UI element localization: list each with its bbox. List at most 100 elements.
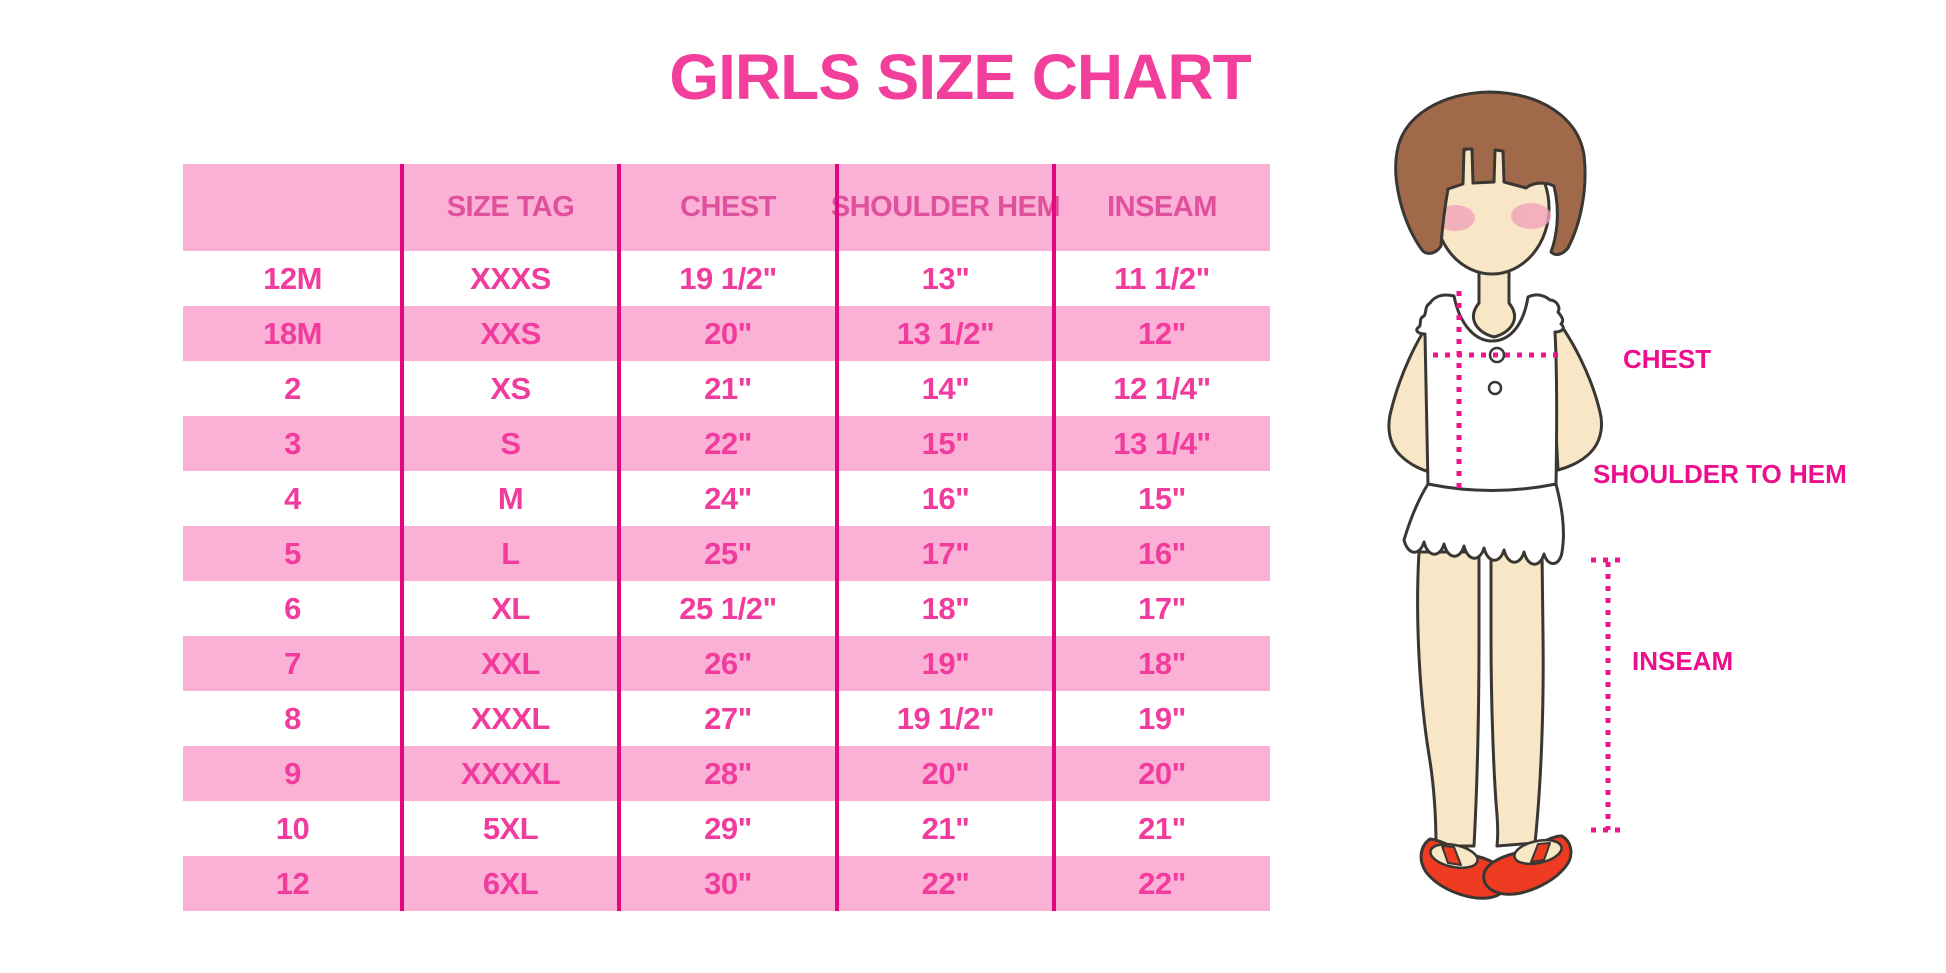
table-row-10: 10 5XL 29" 21" 21" [183,801,1270,856]
table-cell: 4 [284,480,301,516]
table-row-5: 5 L 25" 17" 16" [183,526,1270,581]
header-cell-size [183,164,402,251]
table-cell: XXXXL [460,755,561,791]
table-cell: 9 [284,755,301,791]
table-cell: L [501,535,520,571]
table-cell: 15" [1138,480,1186,516]
table-body: 12M XXXS 19 1/2" 13" 11 1/2" 18M XXS 20" 13 1/2"… [183,251,1270,911]
girl-left-leg [1416,550,1481,848]
table-cell: XXXL [471,700,550,736]
table-cell: 16" [921,480,970,516]
column-divider [400,164,404,911]
table-cell: 28" [704,755,752,791]
table-cell: 21" [921,810,970,846]
page-title: GIRLS SIZE CHART [669,41,1251,113]
table-cell: 12M [263,260,322,296]
table-row-12: 12 6XL 30" 22" 22" [183,856,1270,911]
table-cell: 22" [704,425,752,461]
table-cell: 30" [704,865,752,901]
table-cell: 19 1/2" [679,260,777,296]
girl-top-button-2 [1487,380,1503,396]
table-cell: 11 1/2" [1114,260,1210,296]
table-cell: 2 [284,370,301,406]
girl-blush-right [1511,203,1551,229]
table-cell: 19" [921,645,970,681]
table-row-2: 2 XS 21" 14" 12 1/4" [183,361,1270,416]
header-cell-chest: CHEST [680,191,776,223]
table-cell: 6XL [482,865,539,901]
table-cell: 3 [284,425,301,461]
table-cell: 18M [263,315,322,351]
table-cell: 22" [1138,865,1186,901]
table-cell: 18" [1138,645,1186,681]
table-cell: 17" [1138,590,1186,626]
girl-hair [1394,90,1587,257]
table-row-3: 3 S 22" 15" 13 1/4" [183,416,1270,471]
girl-right-leg [1489,550,1545,848]
table-cell: 19" [1138,700,1186,736]
header-cell-size-tag: SIZE TAG [446,191,575,223]
measurement-figure: CHEST SHOULDER TO HEM INSEAM [1330,60,1946,973]
header-cell-inseam: INSEAM [1107,191,1217,223]
table-cell: S [500,425,521,461]
table-cell: 25 1/2" [679,590,777,626]
header-cell-shoulder-hem: SHOULDER HEM [830,191,1061,223]
table-row-4: 4 M 24" 16" 15" [183,471,1270,526]
table-cell: XXL [481,645,540,681]
column-divider [835,164,839,911]
chest-measurement-label: CHEST [1623,344,1712,374]
table-row-12m: 12M XXXS 19 1/2" 13" 11 1/2" [183,251,1270,306]
girl-right-arm [1546,306,1604,472]
table-cell: 13" [921,260,970,296]
table-row-18m: 18M XXS 20" 13 1/2" 12" [183,306,1270,361]
table-cell: 8 [284,700,301,736]
table-row-7: 7 XXL 26" 19" 18" [183,636,1270,691]
table-cell: 5XL [482,810,539,846]
table-cell: 18" [921,590,970,626]
table-cell: 21" [1138,810,1186,846]
table-cell: XL [491,590,530,626]
table-cell: 13 1/4" [1113,425,1211,461]
column-divider [617,164,621,911]
table-cell: 20" [1138,755,1186,791]
size-table: SIZE TAG CHEST SHOULDER HEM INSEAM 12M XXXS 1… [183,164,1270,911]
table-cell: 16" [1138,535,1186,571]
table-cell: XS [490,370,531,406]
table-cell: 24" [704,480,752,516]
table-cell: 20" [921,755,970,791]
table-cell: 15" [921,425,970,461]
table-cell: 20" [704,315,752,351]
table-row-6: 6 XL 25 1/2" 18" 17" [183,581,1270,636]
table-cell: 7 [284,645,301,681]
table-cell: 27" [704,700,752,736]
table-cell: 26" [704,645,752,681]
table-cell: XXXS [470,260,551,296]
table-cell: M [497,480,524,516]
table-header-row: SIZE TAG CHEST SHOULDER HEM INSEAM [183,164,1270,251]
table-cell: 29" [704,810,752,846]
table-cell: 5 [284,535,301,571]
table-cell: 6 [284,590,301,626]
girl-right-shoe-strap [1530,842,1551,863]
table-cell: 13 1/2" [896,315,995,351]
table-cell: 21" [704,370,752,406]
table-cell: 25" [704,535,752,571]
girl-neck [1472,258,1516,339]
table-cell: 12 [275,865,310,901]
table-cell: 10 [275,810,310,846]
column-divider [1052,164,1056,911]
table-cell: XXS [480,315,541,351]
girl-illustration [1387,90,1624,900]
table-cell: 12 1/4" [1113,370,1211,406]
inseam-measurement-label: INSEAM [1632,646,1734,676]
table-cell: 17" [921,535,970,571]
shoulder-to-hem-measurement-label: SHOULDER TO HEM [1593,459,1847,489]
table-row-8: 8 XXXL 27" 19 1/2" 19" [183,691,1270,746]
table-cell: 14" [921,370,970,406]
table-cell: 12" [1138,315,1186,351]
girl-skirt [1402,482,1565,566]
girl-left-shoe-strap [1441,845,1462,866]
table-row-9: 9 XXXXL 28" 20" 20" [183,746,1270,801]
table-cell: 19 1/2" [896,700,995,736]
